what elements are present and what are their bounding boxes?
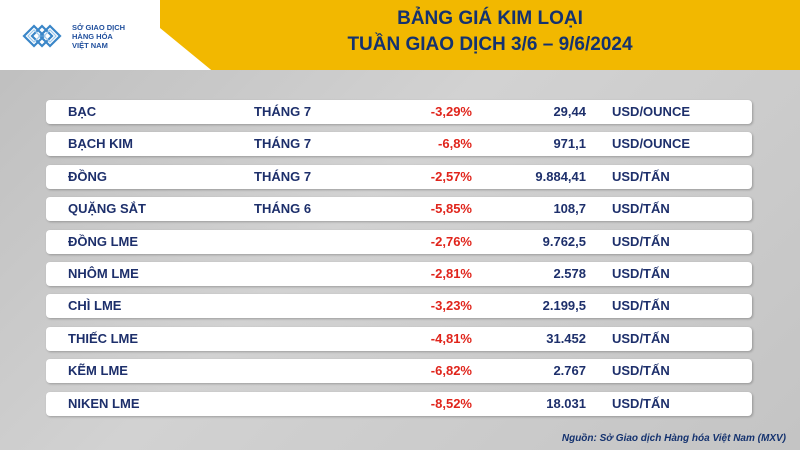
price-unit: USD/TẤN xyxy=(612,363,670,379)
price-unit: USD/TẤN xyxy=(612,265,670,281)
price-unit: USD/TẤN xyxy=(612,201,670,217)
source-note: Nguồn: Sở Giao dịch Hàng hóa Việt Nam (M… xyxy=(561,433,786,444)
price-change: -2,57% xyxy=(430,168,472,184)
price-unit: USD/OUNCE xyxy=(612,136,691,152)
page-title: BẢNG GIÁ KIM LOẠI TUẦN GIAO DỊCH 3/6 – 9… xyxy=(210,6,770,58)
header: SỞ GIAO DỊCH HÀNG HÓA VIỆT NAM BẢNG GIÁ … xyxy=(0,0,800,70)
price-value: 108,7 xyxy=(553,201,586,217)
contract-month: THÁNG 7 xyxy=(254,104,312,119)
contract-month: THÁNG 7 xyxy=(254,168,312,184)
price-unit: USD/TẤN xyxy=(612,298,670,314)
title-line2: TUẦN GIAO DỊCH 3/6 – 9/6/2024 xyxy=(347,34,633,55)
price-value: 18.031 xyxy=(546,395,586,411)
table-row: NHÔM LME -2,81% 2.578 USD/TẤN xyxy=(46,261,752,286)
price-change: -8,52% xyxy=(430,395,472,411)
price-change: -6,8% xyxy=(438,136,472,152)
price-value: 9.762,5 xyxy=(542,233,586,249)
table-row: BẠCH KIM THÁNG 7 -6,8% 971,1 USD/OUNCE xyxy=(46,132,752,157)
logo: SỞ GIAO DỊCH HÀNG HÓA VIỆT NAM xyxy=(22,16,162,56)
metal-name: ĐỒNG xyxy=(68,168,107,184)
logo-text-line2: HÀNG HÓA xyxy=(72,31,113,41)
metal-name: BẠC xyxy=(68,104,97,119)
table-row: NIKEN LME -8,52% 18.031 USD/TẤN xyxy=(46,391,752,416)
price-change: -5,85% xyxy=(430,201,472,217)
table-row: KẼM LME -6,82% 2.767 USD/TẤN xyxy=(46,359,752,384)
price-value: 2.767 xyxy=(553,363,586,379)
table-row: CHÌ LME -3,23% 2.199,5 USD/TẤN xyxy=(46,294,752,319)
price-value: 29,44 xyxy=(553,104,586,119)
table-row: ĐỒNG LME -2,76% 9.762,5 USD/TẤN xyxy=(46,229,752,254)
table-row: ĐỒNG THÁNG 7 -2,57% 9.884,41 USD/TẤN xyxy=(46,164,752,189)
price-unit: USD/OUNCE xyxy=(612,104,691,119)
metal-name: THIẾC LME xyxy=(68,330,139,346)
price-change: -3,23% xyxy=(430,298,472,314)
price-change: -4,81% xyxy=(430,330,472,346)
header-accent-band xyxy=(160,0,800,70)
logo-text-line1: SỞ GIAO DỊCH xyxy=(72,22,126,32)
price-value: 2.578 xyxy=(553,265,586,281)
price-change: -2,76% xyxy=(430,233,472,249)
contract-month: THÁNG 7 xyxy=(254,136,312,152)
price-table: BẠC THÁNG 7 -3,29% 29,44 USD/OUNCE BẠCH … xyxy=(46,100,752,424)
table-row: THIẾC LME -4,81% 31.452 USD/TẤN xyxy=(46,326,752,351)
metal-name: BẠCH KIM xyxy=(68,136,133,152)
table-row: BẠC THÁNG 7 -3,29% 29,44 USD/OUNCE xyxy=(46,100,752,124)
price-unit: USD/TẤN xyxy=(612,395,670,411)
price-value: 971,1 xyxy=(553,136,586,152)
metal-name: KẼM LME xyxy=(68,363,128,379)
table-row: QUẶNG SẮT THÁNG 6 -5,85% 108,7 USD/TẤN xyxy=(46,197,752,222)
metal-name: QUẶNG SẮT xyxy=(68,201,146,217)
logo-text-line3: VIỆT NAM xyxy=(72,40,108,50)
price-change: -6,82% xyxy=(430,363,472,379)
title-line1: BẢNG GIÁ KIM LOẠI xyxy=(397,8,583,29)
price-value: 2.199,5 xyxy=(542,298,586,314)
price-value: 9.884,41 xyxy=(535,168,586,184)
price-unit: USD/TẤN xyxy=(612,330,670,346)
price-change: -3,29% xyxy=(430,104,472,119)
price-unit: USD/TẤN xyxy=(612,168,670,184)
contract-month: THÁNG 6 xyxy=(254,201,312,217)
metal-name: ĐỒNG LME xyxy=(68,233,139,249)
logo-mark-icon xyxy=(22,24,62,48)
metal-name: NIKEN LME xyxy=(68,395,140,411)
metal-name: CHÌ LME xyxy=(68,298,122,314)
price-change: -2,81% xyxy=(430,265,472,281)
price-value: 31.452 xyxy=(546,330,586,346)
price-unit: USD/TẤN xyxy=(612,233,670,249)
metal-name: NHÔM LME xyxy=(68,265,139,281)
